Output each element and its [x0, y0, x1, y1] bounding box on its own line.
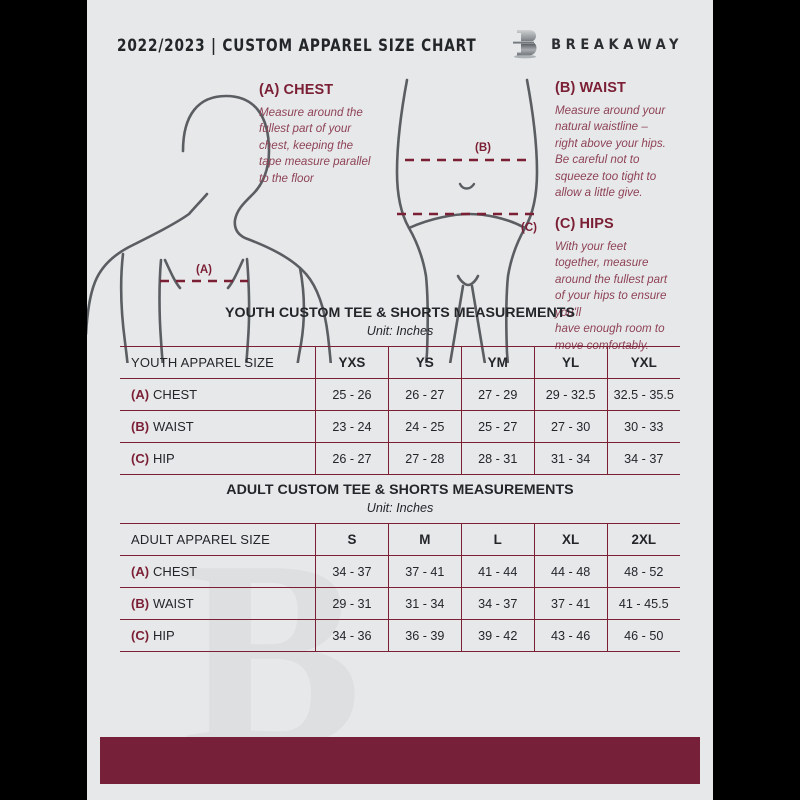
- adult-size-table: ADULT APPAREL SIZE S M L XL 2XL (A) CHEST…: [120, 523, 680, 652]
- adult-column-header: L: [460, 523, 535, 556]
- adult-column-header: M: [387, 523, 462, 556]
- youth-cell: 26 - 27: [387, 378, 462, 411]
- table-row: (B) WAIST 23 - 24 24 - 25 25 - 27 27 - 30…: [120, 410, 680, 443]
- youth-cell: 27 - 30: [533, 410, 608, 443]
- youth-cell: 28 - 31: [460, 442, 535, 475]
- callout-hips-body: With your feet together, measure around …: [555, 240, 668, 352]
- adult-cell: 37 - 41: [533, 587, 608, 620]
- size-chart-page: B 2022/2023 | CUSTOM APPAREL SIZE CHART: [87, 0, 713, 800]
- adult-column-header: XL: [533, 523, 608, 556]
- row-label-text: CHEST: [153, 564, 198, 579]
- adult-row-label: (C) HIP: [120, 619, 316, 652]
- callout-hips: (C) HIPS With your feet together, measur…: [555, 216, 707, 354]
- youth-section: YOUTH CUSTOM TEE & SHORTS MEASUREMENTS U…: [120, 305, 680, 475]
- waist-marker-label: (B): [475, 142, 491, 154]
- callout-chest-body: Measure around the fullest part of your …: [259, 106, 371, 185]
- callout-hips-title: (C) HIPS: [555, 216, 614, 232]
- adult-cell: 46 - 50: [606, 619, 680, 652]
- row-label-text: WAIST: [153, 596, 194, 611]
- youth-size-table: YOUTH APPAREL SIZE YXS YS YM YL YXL (A) C…: [120, 346, 680, 475]
- row-tag: (C): [131, 451, 150, 466]
- youth-cell: 25 - 26: [315, 378, 389, 411]
- adult-cell: 31 - 34: [387, 587, 462, 620]
- adult-section: ADULT CUSTOM TEE & SHORTS MEASUREMENTS U…: [120, 482, 680, 652]
- row-tag: (A): [131, 564, 150, 579]
- adult-cell: 29 - 31: [315, 587, 389, 620]
- brand-lockup: BREAKAWAY: [510, 27, 683, 64]
- adult-cell: 37 - 41: [387, 555, 462, 588]
- breakaway-b-logo-icon: [510, 27, 540, 64]
- youth-header-label: YOUTH APPAREL SIZE: [120, 346, 316, 379]
- adult-row-label: (B) WAIST: [120, 587, 316, 620]
- youth-column-header: YS: [387, 346, 462, 379]
- youth-cell: 30 - 33: [606, 410, 680, 443]
- youth-cell: 24 - 25: [387, 410, 462, 443]
- youth-row-label: (A) CHEST: [120, 378, 316, 411]
- adult-column-header: 2XL: [606, 523, 680, 556]
- adult-cell: 39 - 42: [460, 619, 535, 652]
- adult-header-label: ADULT APPAREL SIZE: [120, 523, 316, 556]
- youth-cell: 34 - 37: [606, 442, 680, 475]
- row-tag: (B): [131, 419, 150, 434]
- youth-table-header-row: YOUTH APPAREL SIZE YXS YS YM YL YXL: [120, 346, 680, 379]
- callout-waist-title: (B) WAIST: [555, 80, 626, 96]
- youth-table-unit: Unit: Inches: [366, 324, 434, 338]
- adult-table-header-row: ADULT APPAREL SIZE S M L XL 2XL: [120, 523, 680, 556]
- table-row: (B) WAIST 29 - 31 31 - 34 34 - 37 37 - 41…: [120, 587, 680, 620]
- youth-column-header: YL: [533, 346, 608, 379]
- youth-cell: 27 - 28: [387, 442, 462, 475]
- table-row: (C) HIP 26 - 27 27 - 28 28 - 31 31 - 34 3…: [120, 442, 680, 475]
- adult-cell: 48 - 52: [606, 555, 680, 588]
- youth-cell: 32.5 - 35.5: [606, 378, 680, 411]
- youth-column-header: YXL: [606, 346, 680, 379]
- callout-waist: (B) WAIST Measure around your natural wa…: [555, 80, 707, 202]
- row-label-text: HIP: [153, 451, 175, 466]
- measurement-diagram: (A) (B) (C) (A) CHEST Measure around the…: [87, 68, 713, 363]
- page-title: 2022/2023 | CUSTOM APPAREL SIZE CHART: [117, 35, 477, 55]
- youth-cell: 27 - 29: [460, 378, 535, 411]
- adult-cell: 41 - 45.5: [606, 587, 680, 620]
- row-tag: (C): [131, 628, 150, 643]
- callout-waist-body: Measure around your natural waistline – …: [555, 104, 666, 200]
- adult-cell: 36 - 39: [387, 619, 462, 652]
- youth-cell: 29 - 32.5: [533, 378, 608, 411]
- adult-cell: 41 - 44: [460, 555, 535, 588]
- adult-cell: 34 - 37: [460, 587, 535, 620]
- adult-table-title: ADULT CUSTOM TEE & SHORTS MEASUREMENTS: [226, 482, 574, 498]
- row-tag: (A): [131, 387, 150, 402]
- adult-cell: 34 - 36: [315, 619, 389, 652]
- youth-column-header: YM: [460, 346, 535, 379]
- brand-name: BREAKAWAY: [551, 37, 683, 53]
- adult-column-header: S: [315, 523, 389, 556]
- adult-cell: 44 - 48: [533, 555, 608, 588]
- youth-row-label: (C) HIP: [120, 442, 316, 475]
- row-label-text: WAIST: [153, 419, 194, 434]
- hip-marker-label: (C): [521, 222, 537, 234]
- youth-cell: 26 - 27: [315, 442, 389, 475]
- youth-column-header: YXS: [315, 346, 389, 379]
- adult-table-unit: Unit: Inches: [366, 501, 434, 515]
- row-label-text: CHEST: [153, 387, 198, 402]
- youth-row-label: (B) WAIST: [120, 410, 316, 443]
- body-figures-illustration: (A) (B) (C): [87, 78, 539, 363]
- table-row: (C) HIP 34 - 36 36 - 39 39 - 42 43 - 46 4…: [120, 619, 680, 652]
- table-row: (A) CHEST 25 - 26 26 - 27 27 - 29 29 - 32…: [120, 378, 680, 411]
- callout-chest-title: (A) CHEST: [259, 82, 334, 98]
- youth-cell: 25 - 27: [460, 410, 535, 443]
- row-tag: (B): [131, 596, 150, 611]
- table-row: (A) CHEST 34 - 37 37 - 41 41 - 44 44 - 48…: [120, 555, 680, 588]
- adult-cell: 34 - 37: [315, 555, 389, 588]
- youth-cell: 23 - 24: [315, 410, 389, 443]
- footer-accent-bar: [100, 737, 700, 784]
- youth-table-title: YOUTH CUSTOM TEE & SHORTS MEASUREMENTS: [224, 305, 576, 321]
- row-label-text: HIP: [153, 628, 175, 643]
- callout-chest: (A) CHEST Measure around the fullest par…: [259, 82, 411, 187]
- adult-row-label: (A) CHEST: [120, 555, 316, 588]
- page-header: 2022/2023 | CUSTOM APPAREL SIZE CHART: [87, 28, 713, 62]
- chest-marker-label: (A): [196, 264, 212, 276]
- youth-cell: 31 - 34: [533, 442, 608, 475]
- adult-cell: 43 - 46: [533, 619, 608, 652]
